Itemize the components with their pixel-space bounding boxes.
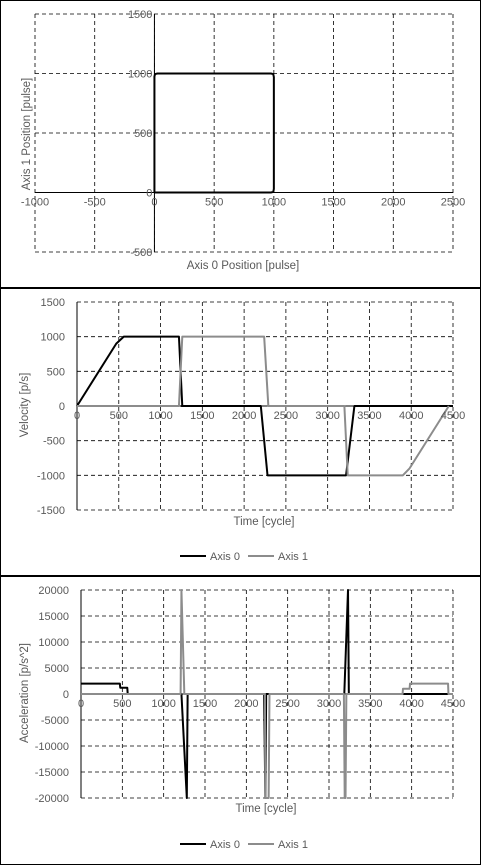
x-tick-label: 4000 bbox=[399, 698, 423, 710]
data-series bbox=[81, 589, 453, 799]
y-tick-label: 0 bbox=[63, 689, 69, 701]
y-tick-label: -1500 bbox=[37, 505, 65, 517]
x-tick-label: 2500 bbox=[275, 698, 299, 710]
x-tick-label: 500 bbox=[110, 410, 128, 422]
y-axis-label: Acceleration [p/s^2] bbox=[19, 643, 31, 743]
series-line-axis-1 bbox=[81, 589, 453, 799]
y-tick-label: -1000 bbox=[37, 470, 65, 482]
y-tick-label: 0 bbox=[59, 401, 65, 413]
y-tick-label: 1500 bbox=[41, 297, 65, 309]
y-tick-label: 1000 bbox=[128, 69, 152, 81]
x-tick-label: 2000 bbox=[232, 410, 256, 422]
x-tick-label: 4500 bbox=[441, 698, 465, 710]
tick-labels: 0 500 1000 1500 2000 2500 3000 3500 4000 4500 -200… bbox=[35, 585, 466, 805]
x-tick-label: 1500 bbox=[190, 410, 214, 422]
x-tick-label: 2000 bbox=[234, 698, 258, 710]
y-tick-label: 1000 bbox=[41, 332, 65, 344]
y-tick-label: -500 bbox=[130, 247, 152, 259]
y-tick-label: 1500 bbox=[128, 9, 152, 21]
x-tick-label: 1000 bbox=[148, 410, 172, 422]
x-tick-label: 2000 bbox=[381, 197, 405, 209]
x-axis-label: Time [cycle] bbox=[234, 516, 295, 528]
x-tick-label: 3000 bbox=[315, 410, 339, 422]
x-tick-label: 1500 bbox=[321, 197, 345, 209]
x-tick-label: 500 bbox=[113, 698, 131, 710]
x-tick-label: 3500 bbox=[358, 698, 382, 710]
y-tick-label: 500 bbox=[134, 128, 152, 140]
x-tick-label: 2500 bbox=[274, 410, 298, 422]
legend-label-axis0: Axis 0 bbox=[210, 551, 240, 563]
x-tick-label: 1000 bbox=[262, 197, 286, 209]
legend: Axis 0 Axis 1 bbox=[180, 551, 308, 563]
tick-labels: 0 500 1000 1500 2000 2500 3000 3500 4000 4500 -150… bbox=[37, 297, 465, 517]
data-series bbox=[76, 335, 453, 477]
y-tick-label: 0 bbox=[146, 188, 152, 200]
x-tick-label: 1000 bbox=[151, 698, 175, 710]
x-tick-label: 3000 bbox=[317, 698, 341, 710]
panel-frame-velocity bbox=[0, 288, 481, 576]
x-tick-label: 0 bbox=[151, 197, 157, 209]
panel-frame-acceleration bbox=[0, 576, 481, 865]
x-tick-label: 0 bbox=[78, 698, 84, 710]
x-tick-label: 1500 bbox=[193, 698, 217, 710]
x-tick-label: 0 bbox=[74, 410, 80, 422]
x-tick-label: -500 bbox=[84, 197, 106, 209]
legend: Axis 0 Axis 1 bbox=[180, 839, 308, 851]
chart-velocity: 0 500 1000 1500 2000 2500 3000 3500 4000 4500 -150… bbox=[19, 297, 465, 563]
grid-lines bbox=[34, 13, 454, 253]
x-tick-label: 2500 bbox=[441, 197, 465, 209]
chart-acceleration: 0 500 1000 1500 2000 2500 3000 3500 4000 4500 -200… bbox=[19, 585, 465, 851]
tick-labels: -1000 -500 0 500 1000 1500 2000 2500 -500 0 500 100… bbox=[21, 9, 465, 259]
x-tick-label: -1000 bbox=[21, 197, 49, 209]
y-tick-label: 500 bbox=[47, 366, 65, 378]
panel-frame-position bbox=[0, 0, 481, 288]
y-tick-label: 10000 bbox=[38, 637, 69, 649]
series-line-trajectory bbox=[153, 72, 275, 194]
x-tick-label: 4000 bbox=[399, 410, 423, 422]
y-tick-label: 5000 bbox=[45, 663, 69, 675]
legend-label-axis0: Axis 0 bbox=[210, 839, 240, 851]
x-axis-label: Time [cycle] bbox=[236, 803, 297, 815]
x-tick-label: 3500 bbox=[357, 410, 381, 422]
y-tick-label: -5000 bbox=[41, 715, 69, 727]
x-tick-label: 4500 bbox=[441, 410, 465, 422]
y-tick-label: 20000 bbox=[38, 585, 69, 597]
legend-label-axis1: Axis 1 bbox=[278, 551, 308, 563]
legend-label-axis1: Axis 1 bbox=[278, 839, 308, 851]
x-tick-label: 500 bbox=[205, 197, 223, 209]
y-tick-label: -20000 bbox=[35, 793, 69, 805]
y-tick-label: -500 bbox=[43, 436, 65, 448]
y-tick-label: 15000 bbox=[38, 611, 69, 623]
y-axis-label: Axis 1 Position [pulse] bbox=[21, 78, 33, 191]
y-tick-label: -10000 bbox=[35, 741, 69, 753]
y-tick-label: -15000 bbox=[35, 767, 69, 779]
series-line-axis-1 bbox=[77, 335, 450, 477]
y-axis-label: Velocity [p/s] bbox=[19, 373, 31, 438]
x-axis-label: Axis 0 Position [pulse] bbox=[187, 260, 300, 272]
data-series bbox=[153, 72, 275, 194]
chart-position: -1000 -500 0 500 1000 1500 2000 2500 -500 0 500 100… bbox=[21, 9, 465, 272]
